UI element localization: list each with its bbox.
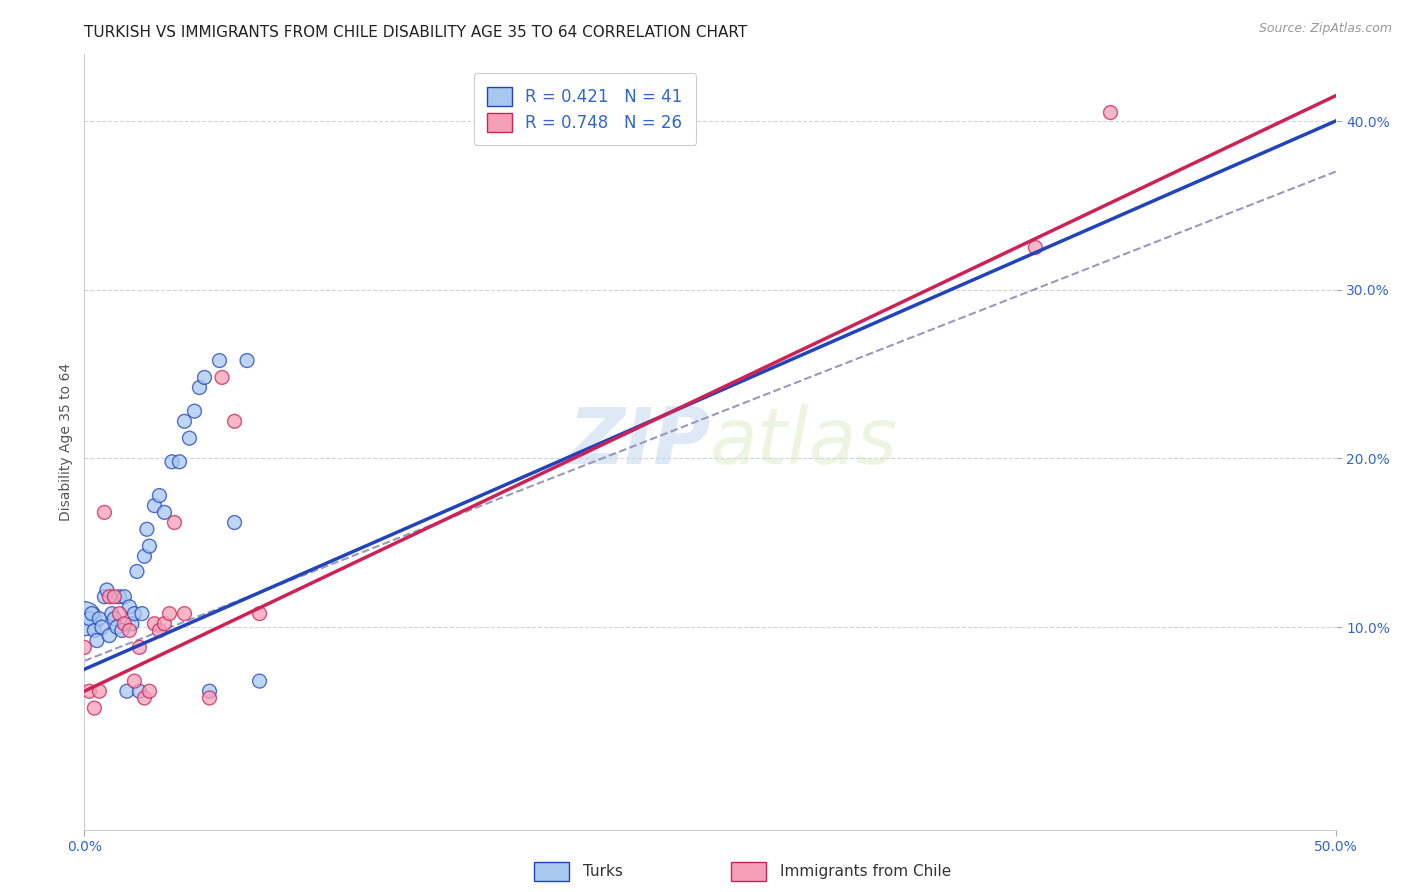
Point bbox=[1024, 241, 1046, 255]
Point bbox=[143, 616, 166, 631]
Text: TURKISH VS IMMIGRANTS FROM CHILE DISABILITY AGE 35 TO 64 CORRELATION CHART: TURKISH VS IMMIGRANTS FROM CHILE DISABIL… bbox=[84, 25, 748, 40]
Point bbox=[93, 505, 115, 519]
Point bbox=[112, 616, 135, 631]
Point bbox=[136, 522, 159, 536]
Point bbox=[103, 612, 125, 626]
Text: Source: ZipAtlas.com: Source: ZipAtlas.com bbox=[1258, 22, 1392, 36]
Point bbox=[134, 690, 156, 705]
Point bbox=[90, 620, 112, 634]
Point bbox=[98, 628, 121, 642]
Point bbox=[128, 640, 150, 655]
Text: atlas: atlas bbox=[710, 403, 898, 480]
Point bbox=[108, 590, 131, 604]
Point bbox=[118, 624, 141, 638]
Point bbox=[236, 353, 259, 368]
Point bbox=[83, 701, 105, 715]
Point bbox=[111, 624, 134, 638]
Point bbox=[169, 455, 191, 469]
Point bbox=[138, 684, 160, 698]
Point bbox=[160, 455, 183, 469]
Point bbox=[118, 599, 141, 614]
Point bbox=[131, 607, 153, 621]
Point bbox=[124, 674, 146, 689]
Point bbox=[249, 674, 271, 689]
Point bbox=[128, 684, 150, 698]
Point bbox=[1099, 105, 1122, 120]
Point bbox=[105, 620, 128, 634]
Point bbox=[173, 607, 195, 621]
Point bbox=[153, 505, 176, 519]
Point bbox=[148, 489, 170, 503]
Point bbox=[96, 582, 118, 597]
Point bbox=[79, 612, 101, 626]
Point bbox=[249, 607, 271, 621]
Point bbox=[89, 684, 111, 698]
Point bbox=[98, 590, 121, 604]
Point bbox=[73, 640, 96, 655]
Point bbox=[173, 414, 195, 428]
Point bbox=[134, 549, 156, 564]
Point bbox=[80, 607, 103, 621]
Point bbox=[93, 590, 115, 604]
Y-axis label: Disability Age 35 to 64: Disability Age 35 to 64 bbox=[59, 362, 73, 521]
Point bbox=[125, 565, 148, 579]
Point bbox=[86, 633, 108, 648]
Point bbox=[193, 370, 215, 384]
Point bbox=[198, 690, 221, 705]
Point bbox=[163, 516, 186, 530]
Point bbox=[89, 612, 111, 626]
Point bbox=[188, 380, 211, 394]
Point bbox=[208, 353, 231, 368]
Point bbox=[183, 404, 205, 418]
Point bbox=[138, 539, 160, 553]
Point bbox=[224, 516, 246, 530]
Point bbox=[73, 612, 96, 626]
Point bbox=[179, 431, 201, 445]
Point bbox=[121, 616, 143, 631]
Point bbox=[153, 616, 176, 631]
Point bbox=[211, 370, 233, 384]
Point bbox=[112, 590, 135, 604]
Point bbox=[103, 590, 125, 604]
Point bbox=[108, 607, 131, 621]
Point bbox=[83, 624, 105, 638]
Point bbox=[79, 684, 101, 698]
Text: Turks: Turks bbox=[583, 864, 623, 879]
Text: Immigrants from Chile: Immigrants from Chile bbox=[780, 864, 952, 879]
Point bbox=[101, 607, 124, 621]
Point bbox=[198, 684, 221, 698]
Text: ZIP: ZIP bbox=[568, 403, 710, 480]
Point bbox=[115, 684, 138, 698]
Point bbox=[159, 607, 181, 621]
Point bbox=[143, 499, 166, 513]
Point bbox=[124, 607, 146, 621]
Point bbox=[224, 414, 246, 428]
Legend: R = 0.421   N = 41, R = 0.748   N = 26: R = 0.421 N = 41, R = 0.748 N = 26 bbox=[474, 73, 696, 145]
Point bbox=[148, 624, 170, 638]
